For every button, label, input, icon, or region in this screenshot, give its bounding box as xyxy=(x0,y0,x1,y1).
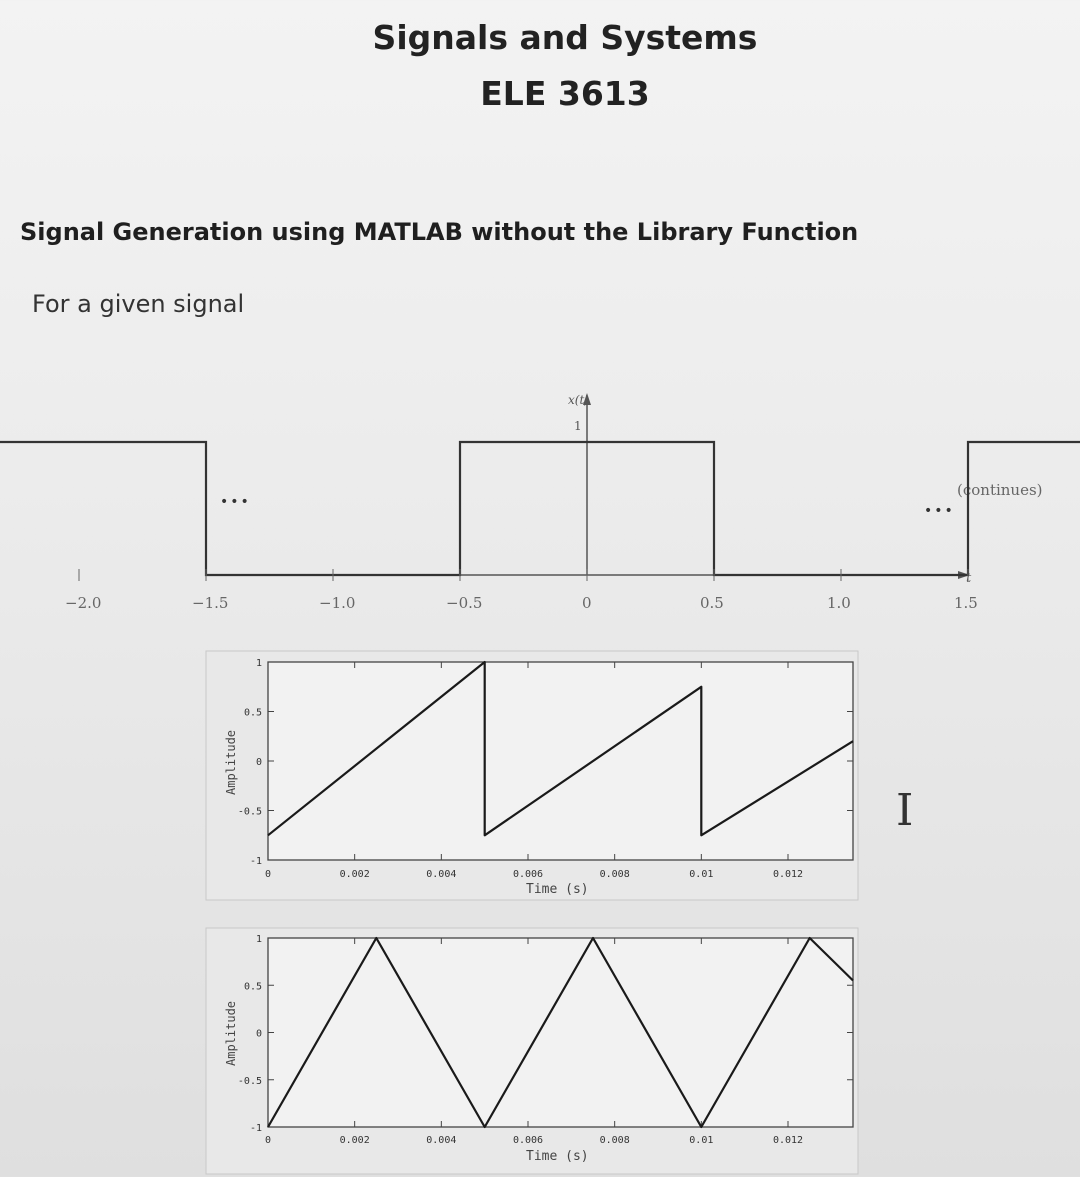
y-axis-label: Amplitude xyxy=(224,730,238,795)
x-tick-label: 0.006 xyxy=(513,869,543,880)
y-tick-label: 0 xyxy=(256,757,262,768)
ellipsis-left: ••• xyxy=(220,494,251,510)
intro-text: For a given signal xyxy=(32,290,245,318)
x-tick-label: −0.5 xyxy=(446,594,482,612)
x-tick-label: 0.004 xyxy=(426,1135,456,1146)
y-tick-label: 0.5 xyxy=(244,708,262,719)
y-tick-label: -1 xyxy=(250,856,262,867)
x-tick-label: 0 xyxy=(582,594,592,612)
x-tick-label: 1.5 xyxy=(954,594,978,612)
x-tick-label: 0.006 xyxy=(513,1135,543,1146)
course-code: ELE 3613 xyxy=(480,74,650,113)
y-tick-label: 0 xyxy=(256,1029,262,1040)
x-tick-label: 0.01 xyxy=(689,1135,713,1146)
plot-axes-box xyxy=(267,937,854,1128)
y-axis-label: Amplitude xyxy=(224,1001,238,1066)
y-tick-label: 0.5 xyxy=(244,981,262,992)
x-tick-label: −1.5 xyxy=(192,594,228,612)
y-axis-arrowhead xyxy=(583,393,591,405)
y-tick-label: -0.5 xyxy=(238,807,262,818)
x-axis-label: Time (s) xyxy=(526,1149,589,1164)
x-tick-label: 0 xyxy=(265,869,271,880)
ellipsis-right: ••• xyxy=(924,503,955,519)
x-tick-label: −2.0 xyxy=(65,594,101,612)
x-tick-label: 0.004 xyxy=(426,869,456,880)
square-wave-line xyxy=(0,440,1080,577)
triangle-chart: Amplitude Time (s) 10.50-0.5-10 0.002 0.00… xyxy=(205,927,859,1175)
section-heading: Signal Generation using MATLAB without t… xyxy=(20,218,859,246)
continues-annotation: (continues) xyxy=(957,481,1043,499)
y-tick-label: 1 xyxy=(256,658,262,669)
x-tick-label: 1.0 xyxy=(827,594,851,612)
plot-axes-box xyxy=(267,661,854,861)
x-tick-label: 0.5 xyxy=(700,594,724,612)
x-tick-label: 0.012 xyxy=(773,1135,803,1146)
y-tick-label: -0.5 xyxy=(238,1076,262,1087)
x-tick-label: 0.002 xyxy=(340,869,370,880)
x-tick-label: 0.01 xyxy=(689,869,713,880)
x-tick-label: 0.008 xyxy=(600,1135,630,1146)
x-tick-label: 0 xyxy=(265,1135,271,1146)
y-tick-label: -1 xyxy=(250,1123,262,1134)
x-tick-label: −1.0 xyxy=(319,594,355,612)
x-tick-label: 0.012 xyxy=(773,869,803,880)
signal-line xyxy=(267,660,854,837)
square-wave-chart: x(t) 1 ••• ••• (continues) t −2.5−2.0−1.… xyxy=(0,393,1080,612)
y-tick-label: 1 xyxy=(256,934,262,945)
x-tick-label: 0.002 xyxy=(340,1135,370,1146)
x-tick-label: 0.008 xyxy=(600,869,630,880)
signal-line xyxy=(267,936,854,1129)
y-tick-label: 1 xyxy=(574,419,582,433)
text-cursor-icon: I xyxy=(896,785,914,836)
x-axis-label: Time (s) xyxy=(526,882,589,897)
x-axis-label: t xyxy=(966,571,972,586)
sawtooth-chart: Amplitude Time (s) 10.50-0.5-10 0.002 0.00… xyxy=(205,650,859,901)
course-title: Signals and Systems xyxy=(372,18,758,57)
